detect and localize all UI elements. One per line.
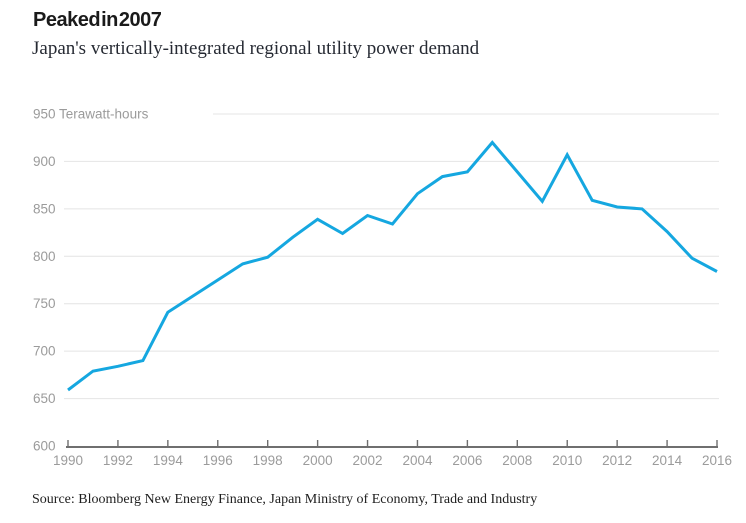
x-axis-label: 1996: [203, 453, 233, 468]
y-axis-label: 950 Terawatt-hours: [33, 107, 149, 122]
x-axis-label: 2008: [502, 453, 532, 468]
y-axis-label: 650: [33, 391, 56, 406]
y-axis-label: 900: [33, 154, 56, 169]
x-axis-label: 2016: [702, 453, 732, 468]
y-axis-label: 750: [33, 296, 56, 311]
x-axis-label: 2014: [652, 453, 683, 468]
x-axis-label: 2012: [602, 453, 632, 468]
x-axis-label: 2000: [303, 453, 333, 468]
y-axis-label: 800: [33, 249, 56, 264]
x-axis-label: 2004: [402, 453, 433, 468]
x-axis-label: 1994: [153, 453, 184, 468]
x-axis-label: 2010: [552, 453, 582, 468]
x-axis-label: 1998: [253, 453, 283, 468]
y-axis-label: 600: [33, 439, 56, 454]
y-axis-label: 850: [33, 201, 56, 216]
x-axis-label: 1992: [103, 453, 133, 468]
demand-line: [67, 140, 718, 392]
x-axis-label: 2006: [452, 453, 482, 468]
y-axis-label: 700: [33, 344, 56, 359]
x-axis-label: 2002: [353, 453, 383, 468]
source-credit: Source: Bloomberg New Energy Finance, Ja…: [32, 492, 538, 507]
chart-title: Peaked in 2007: [33, 9, 162, 31]
chart-subtitle: Japan's vertically-integrated regional u…: [32, 38, 480, 59]
x-axis-label: 1990: [53, 453, 83, 468]
